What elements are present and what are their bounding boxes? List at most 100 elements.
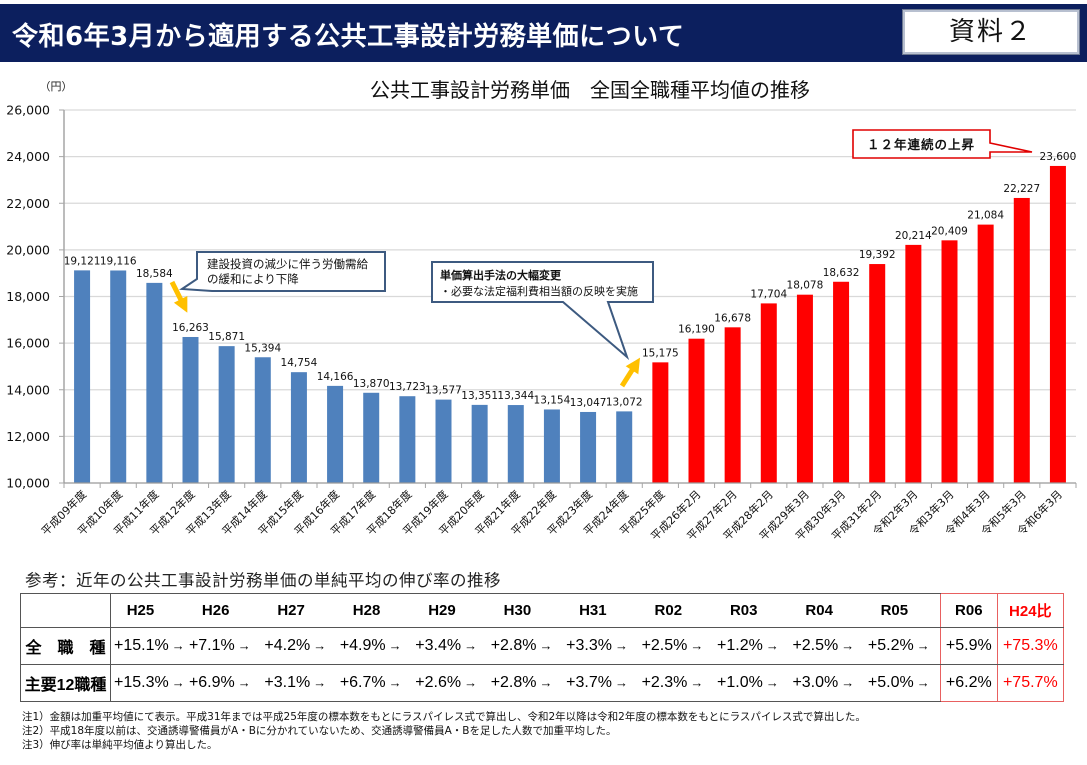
column-header: H29	[412, 593, 488, 628]
chart-title: 公共工事設計労務単価 全国全職種平均値の推移	[370, 78, 810, 102]
right-arrow-icon: →	[313, 638, 327, 653]
growth-value: +5.0%	[867, 674, 914, 691]
y-tick-label: 22,000	[6, 196, 50, 211]
column-header: H30	[487, 593, 564, 628]
callout-text-line: １２年連続の上昇	[867, 137, 975, 152]
bar	[399, 396, 416, 483]
right-arrow-icon: →	[916, 638, 930, 653]
data-label: 23,600	[1040, 151, 1077, 163]
data-label: 15,175	[642, 347, 679, 359]
growth-cell: +6.2%	[939, 664, 998, 702]
right-arrow-icon: →	[614, 675, 628, 690]
bar	[760, 303, 777, 483]
down-arrow-icon	[169, 280, 188, 313]
bar	[110, 270, 127, 483]
bar	[290, 372, 307, 483]
bar	[543, 409, 560, 483]
growth-cell: +2.8% →	[487, 664, 564, 702]
data-label: 16,190	[678, 324, 715, 336]
annotation-consecutive-rise: １２年連続の上昇	[852, 129, 1033, 159]
growth-cell: +7.1% →	[185, 627, 262, 665]
right-arrow-icon: →	[614, 638, 628, 653]
growth-cell: +5.9%	[939, 627, 998, 665]
header-corner-cell	[20, 593, 111, 628]
growth-cell: +1.0% →	[714, 664, 790, 702]
x-axis-ticks: 平成09年度平成10年度平成11年度平成12年度平成13年度平成14年度平成15…	[38, 483, 1077, 543]
bar	[74, 270, 91, 483]
growth-value: +2.8%	[490, 637, 537, 654]
data-label: 13,154	[534, 394, 571, 406]
growth-value: +15.1%	[114, 637, 169, 654]
growth-value: +4.9%	[339, 637, 386, 654]
right-arrow-icon: →	[388, 638, 402, 653]
column-header: R04	[789, 593, 865, 628]
growth-value: +1.0%	[717, 674, 763, 691]
growth-value: +2.5%	[792, 637, 839, 654]
growth-cell: +2.5% →	[638, 627, 714, 665]
growth-value: +1.2%	[717, 637, 763, 654]
bar	[977, 224, 994, 483]
right-arrow-icon: →	[690, 675, 704, 690]
growth-cell: +6.9% →	[185, 664, 262, 702]
callout-text-line: 単価算出手法の大幅変更	[440, 268, 562, 282]
y-axis-unit-label: （円）	[40, 80, 73, 93]
growth-cell: +4.9% →	[336, 627, 413, 665]
growth-cell: +2.3% →	[638, 664, 714, 702]
right-arrow-icon: →	[388, 675, 402, 690]
right-arrow-icon: →	[765, 638, 779, 653]
data-label: 21,084	[967, 210, 1004, 222]
callout-text-line: の緩和により下降	[207, 272, 299, 286]
data-label: 13,723	[389, 381, 426, 393]
data-label: 15,871	[208, 331, 245, 343]
y-tick-label: 26,000	[6, 103, 50, 118]
growth-value: +2.3%	[641, 674, 688, 691]
footnote: 注3）伸び率は単純平均値より算出した。	[22, 739, 218, 751]
bar	[435, 399, 452, 483]
growth-value: +3.7%	[566, 674, 612, 691]
callout-text-line: 建設投資の減少に伴う労働需給	[207, 257, 368, 271]
bar	[869, 264, 886, 483]
y-axis-ticks: 10,000 12,000 14,000 16,000 18,000 20,000 22,0…	[6, 103, 64, 491]
growth-value: +2.5%	[641, 637, 688, 654]
data-label: 15,394	[244, 342, 281, 354]
column-header: R05	[864, 593, 941, 628]
table-caption: 参考：近年の公共工事設計労務単価の単純平均の伸び率の推移	[25, 571, 501, 590]
growth-value: +3.1%	[264, 674, 311, 691]
bar	[616, 411, 633, 483]
callout-box	[852, 129, 1033, 159]
growth-cell: +2.5% →	[789, 627, 865, 665]
data-label: 13,344	[497, 390, 534, 402]
right-arrow-icon: →	[237, 675, 251, 690]
total-growth-cell: +75.7%	[996, 664, 1064, 702]
column-header: H25	[110, 593, 186, 628]
bar	[688, 338, 705, 483]
bar	[471, 404, 488, 483]
bar	[146, 282, 163, 483]
growth-value: +3.4%	[415, 637, 462, 654]
header-banner: 令和6年3月から適用する公共工事設計労務単価について 資料２	[0, 4, 1087, 62]
growth-cell: +4.2% →	[261, 627, 337, 665]
right-arrow-icon: →	[916, 675, 930, 690]
data-label: 13,047	[570, 397, 607, 409]
growth-value: +6.2%	[945, 674, 992, 691]
right-arrow-icon: →	[171, 638, 185, 653]
y-tick-label: 24,000	[6, 149, 50, 164]
data-label: 19,116	[100, 255, 137, 267]
growth-value: +3.0%	[792, 674, 839, 691]
bars	[74, 165, 1066, 483]
y-tick-label: 18,000	[6, 289, 50, 304]
data-label: 20,409	[931, 225, 968, 237]
right-arrow-icon: →	[171, 675, 185, 690]
growth-cell: +15.1% →	[110, 627, 186, 665]
y-tick-label: 10,000	[6, 476, 50, 491]
bar	[327, 385, 344, 483]
data-label: 13,072	[606, 396, 643, 408]
right-arrow-icon: →	[464, 675, 478, 690]
footnote: 注1）金額は加重平均値にて表示。平成31年までは平成25年度の標本数をもとにラス…	[22, 711, 866, 723]
row-label: 主要12職種	[20, 664, 111, 702]
growth-value: +5.2%	[867, 637, 914, 654]
bar	[363, 392, 380, 483]
y-tick-label: 12,000	[6, 429, 50, 444]
table-row: 主要12職種 +15.3% → +6.9% → +3.1% → +6.7% → +2.6% → +2.…	[20, 664, 1064, 702]
column-header: R06	[939, 593, 998, 628]
